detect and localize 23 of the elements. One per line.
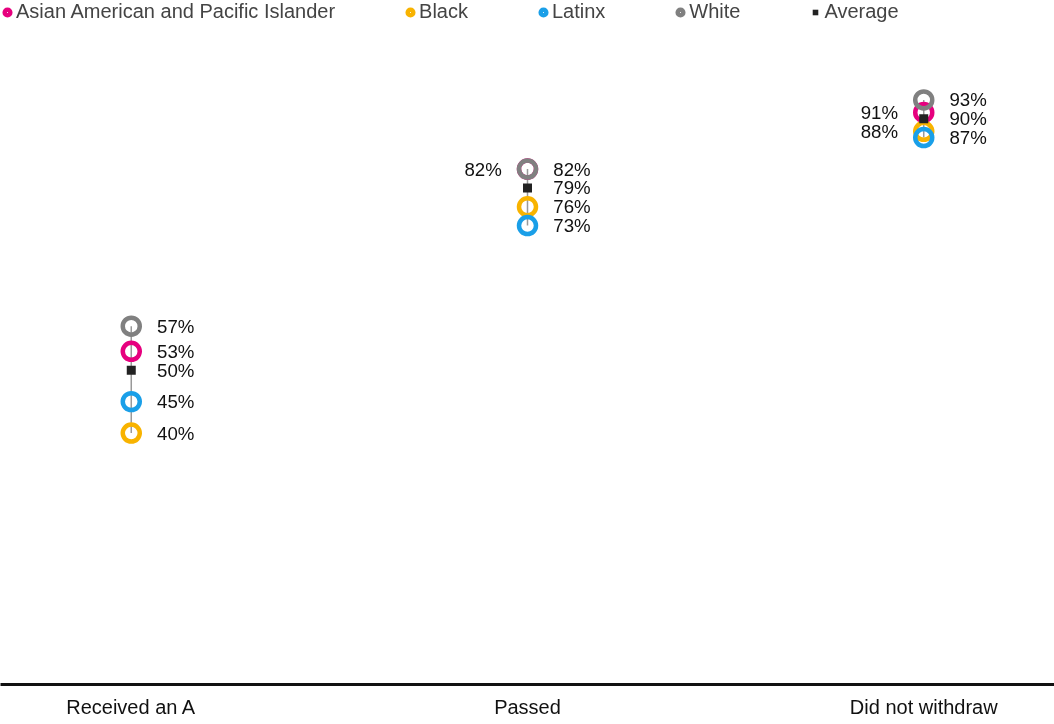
legend-label: White: [689, 0, 741, 23]
data-label: 93%: [949, 89, 987, 111]
data-label: 73%: [553, 215, 591, 237]
x-tick-label: Did not withdraw: [849, 695, 999, 718]
data-label: 40%: [157, 422, 195, 444]
legend-label: Black: [419, 0, 468, 23]
data-label: 57%: [157, 315, 195, 337]
data-label: 88%: [860, 120, 898, 142]
data-label: 79%: [553, 177, 591, 199]
data-label: 82%: [553, 158, 591, 180]
data-label: 90%: [949, 108, 987, 130]
data-label: 87%: [949, 127, 987, 149]
data-label: 45%: [157, 391, 195, 413]
data-label: 53%: [157, 340, 195, 362]
data-label: 91%: [860, 101, 898, 123]
legend-label: Asian American and Pacific Islander: [16, 0, 336, 23]
data-label: 82%: [464, 158, 502, 180]
legend-label: Average: [824, 0, 899, 23]
legend-label: Latinx: [551, 0, 606, 23]
x-tick-label: Received an A: [66, 695, 196, 718]
x-tick-label: Passed: [494, 695, 561, 718]
data-label: 76%: [553, 196, 591, 218]
data-label: 50%: [157, 359, 195, 381]
